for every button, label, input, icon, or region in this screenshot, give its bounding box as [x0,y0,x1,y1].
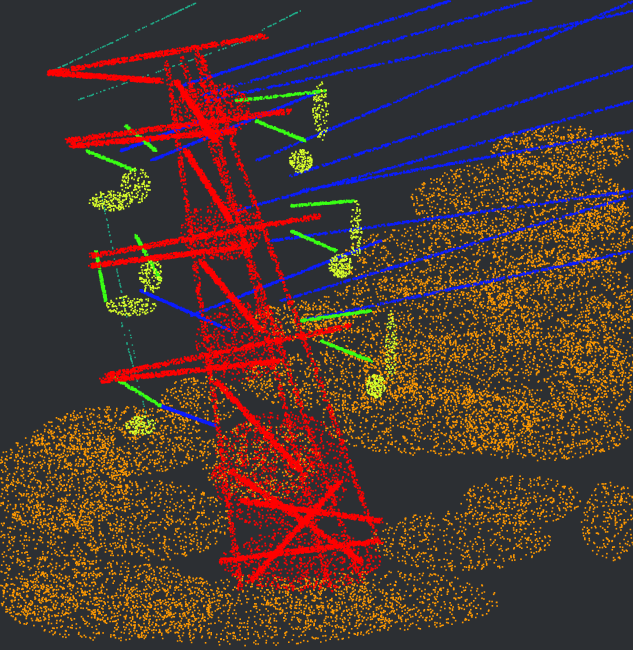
tower-points [46,33,385,593]
